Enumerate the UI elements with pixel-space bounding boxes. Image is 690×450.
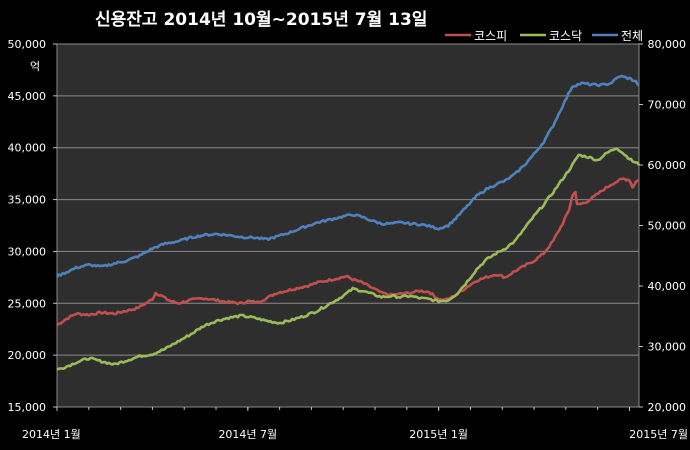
right-y-axis: 20,000 30,000 40,000 50,000 60,000 70,000 80,0… [639, 38, 686, 414]
series-lines [55, 74, 641, 371]
left-tick-label: 25,000 [8, 297, 47, 310]
right-tick-label: 30,000 [648, 341, 687, 354]
x-tick-label: 2015년 7월 [629, 428, 688, 441]
gridlines [57, 95, 639, 356]
right-tick-label: 20,000 [648, 401, 687, 414]
left-tick-label: 40,000 [8, 142, 47, 155]
right-tick-label: 80,000 [648, 38, 687, 51]
x-tick-label: 2014년 1월 [22, 428, 81, 441]
right-tick-label: 40,000 [648, 280, 687, 293]
right-tick-label: 70,000 [648, 99, 687, 112]
plot-area [56, 43, 640, 408]
left-tick-label: 15,000 [8, 401, 47, 414]
left-tick-label: 45,000 [8, 90, 47, 103]
series-line-전체 [55, 74, 640, 278]
left-tick-label: 50,000 [8, 38, 47, 51]
right-tick-label: 50,000 [648, 220, 687, 233]
legend-label: 코스피 [474, 29, 507, 43]
left-y-unit: 억 [30, 60, 40, 73]
left-tick-label: 30,000 [8, 245, 47, 258]
x-tick-label: 2015년 1월 [409, 428, 468, 441]
legend: 코스피 코스닥 전체 [445, 29, 643, 43]
right-tick-label: 60,000 [648, 159, 687, 172]
series-line-코스피 [56, 177, 640, 327]
left-tick-label: 35,000 [8, 194, 47, 207]
x-tick-label: 2014년 7월 [218, 428, 277, 441]
left-tick-label: 20,000 [8, 349, 47, 362]
legend-label: 전체 [621, 29, 643, 43]
x-axis: 2014년 1월 2014년 7월 2015년 1월 2015년 7월 [22, 407, 688, 441]
series-line-코스닥 [56, 147, 641, 371]
legend-label: 코스닥 [549, 29, 582, 43]
chart-title: 신용잔고 2014년 10월~2015년 7월 13일 [95, 10, 427, 30]
left-y-axis: 15,000 20,000 25,000 30,000 35,000 40,000 45,0… [8, 38, 57, 414]
